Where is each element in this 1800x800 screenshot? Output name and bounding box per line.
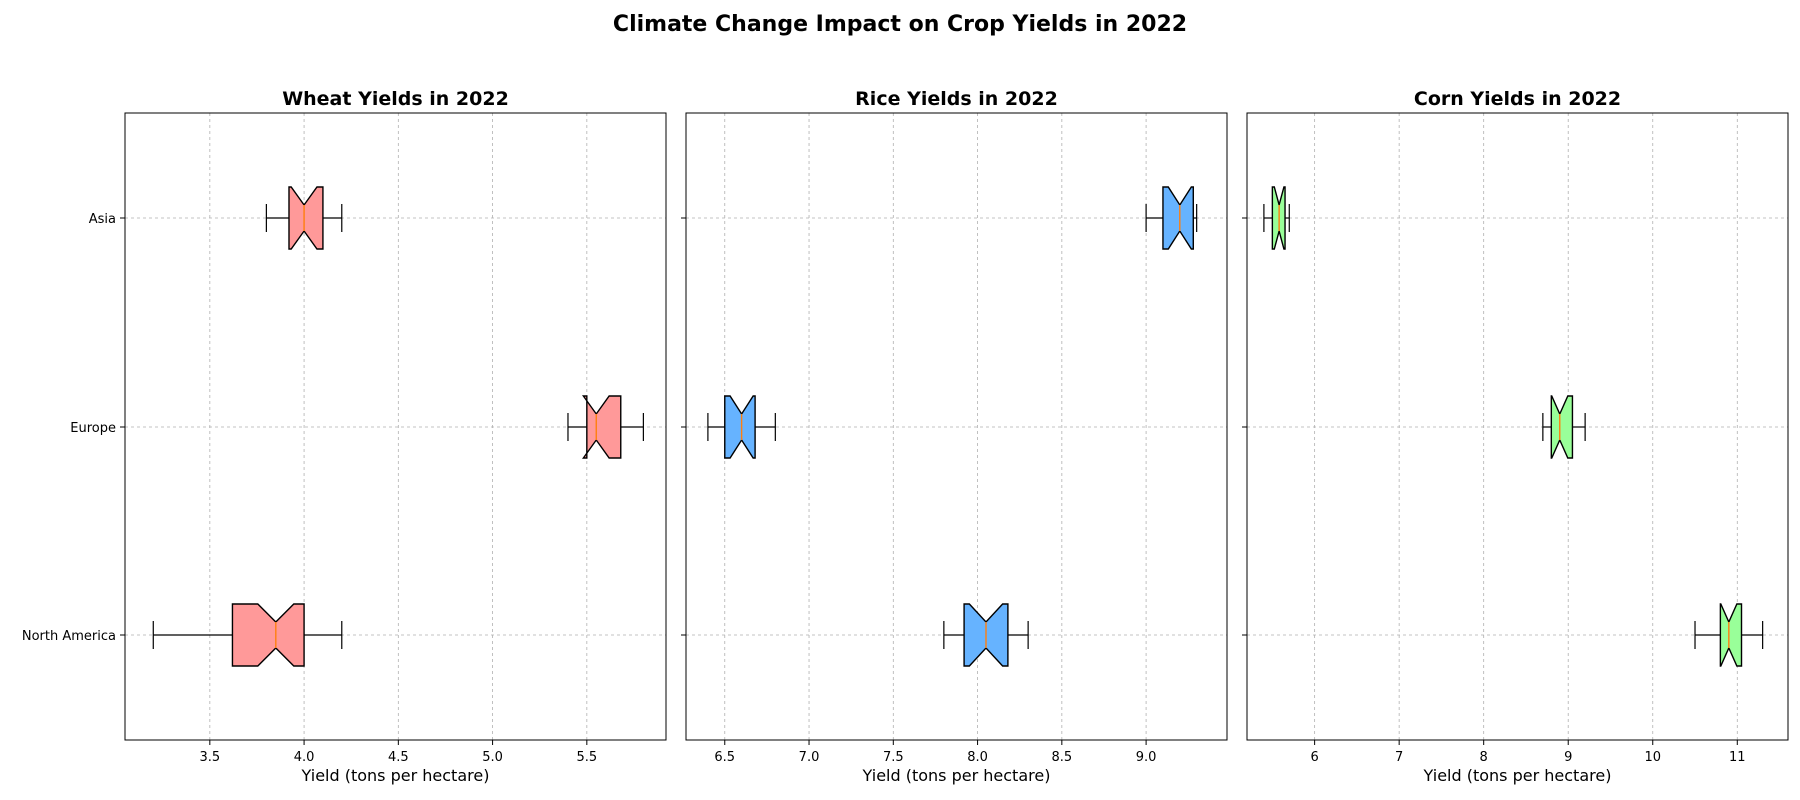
box-body: [1162, 186, 1194, 250]
box-body: [724, 395, 756, 459]
x-tick-label: 6: [1310, 750, 1318, 765]
x-tick-label: 6.5: [714, 750, 735, 765]
x-tick-label: 8.0: [967, 750, 988, 765]
subplot-title: Corn Yields in 2022: [1414, 88, 1621, 110]
x-tick-label: 11: [1729, 750, 1746, 765]
box-north-america: [152, 603, 343, 667]
x-tick-label: 7: [1395, 750, 1403, 765]
x-tick-label: 5.5: [576, 750, 597, 765]
x-tick-label: 9: [1564, 750, 1572, 765]
x-tick-label: 8.5: [1051, 750, 1072, 765]
subplot-title: Rice Yields in 2022: [855, 88, 1058, 110]
axes-frame: [1246, 112, 1789, 741]
x-axis-label: Yield (tons per hectare): [301, 766, 490, 785]
x-tick-label: 4.0: [294, 750, 315, 765]
box-body: [1550, 395, 1574, 459]
x-tick-label: 5.0: [482, 750, 503, 765]
subplot-title: Wheat Yields in 2022: [282, 88, 509, 110]
x-tick-label: 9.0: [1136, 750, 1157, 765]
box-asia: [265, 186, 343, 250]
box-europe: [567, 395, 644, 459]
box-europe: [707, 395, 776, 459]
x-tick-label: 10: [1644, 750, 1661, 765]
x-tick-label: 4.5: [388, 750, 409, 765]
box-body: [288, 186, 324, 250]
box-north-america: [943, 603, 1029, 667]
box-body: [581, 395, 622, 459]
subplot-1: 3.5 4.0 4.5 5.0 5.5 North America Europe Asia Wh…: [22, 88, 667, 785]
y-tick-label: Europe: [70, 421, 116, 436]
x-tick-label: 3.5: [199, 750, 220, 765]
figure-title: Climate Change Impact on Crop Yields in …: [613, 12, 1187, 37]
box-north-america: [1694, 603, 1764, 667]
y-tick-label: North America: [22, 629, 116, 644]
subplot-2: 6.5 7.0 7.5 8.0 8.5 9.0 Rice Yields in 2022 Yie…: [681, 88, 1228, 785]
box-europe: [1542, 395, 1586, 459]
subplot-3: 6 7 8 9 10 11 Corn Yields in 2022 Yield (tons p…: [1242, 88, 1789, 785]
x-tick-label: 8: [1480, 750, 1488, 765]
x-axis-label: Yield (tons per hectare): [1423, 766, 1612, 785]
x-axis-label: Yield (tons per hectare): [862, 766, 1051, 785]
box-asia: [1263, 186, 1290, 250]
x-tick-label: 7.0: [799, 750, 820, 765]
y-tick-label: Asia: [89, 212, 116, 227]
x-tick-label: 7.5: [883, 750, 904, 765]
box-body: [231, 603, 305, 667]
box-body: [1719, 603, 1743, 667]
box-asia: [1145, 186, 1198, 250]
